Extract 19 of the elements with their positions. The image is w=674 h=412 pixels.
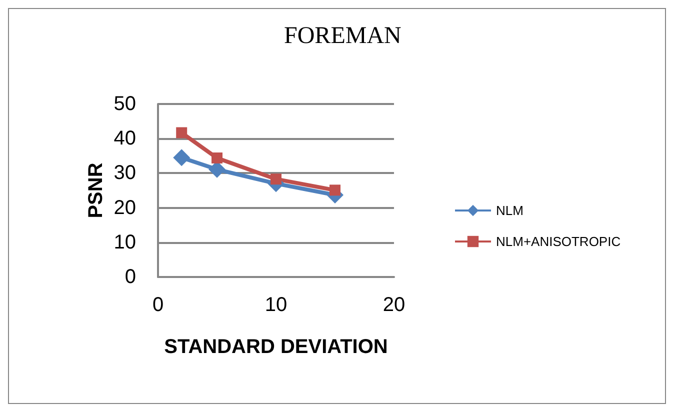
y-tick-label: 20 xyxy=(114,196,136,219)
legend-label: NLM xyxy=(496,203,524,218)
y-tick-label: 50 xyxy=(114,93,136,115)
x-tick-label: 10 xyxy=(264,294,288,316)
legend-label: NLM+ANISOTROPIC xyxy=(496,234,621,249)
point xyxy=(173,149,190,166)
x-axis-title: STANDARD DEVIATION xyxy=(164,336,388,358)
y-tick-label: 30 xyxy=(114,162,136,184)
x-tick-label: 20 xyxy=(382,294,406,316)
y-tick-label: 0 xyxy=(124,266,136,288)
point xyxy=(330,184,340,196)
y-tick-label: 10 xyxy=(114,231,136,254)
y-axis-title: PSNR xyxy=(85,162,107,218)
point xyxy=(176,127,188,138)
chart-title: FOREMAN xyxy=(284,23,402,49)
y-tick-label: 40 xyxy=(114,128,136,150)
point xyxy=(270,174,282,185)
x-tick-label: 0 xyxy=(152,294,164,316)
point xyxy=(212,152,222,164)
